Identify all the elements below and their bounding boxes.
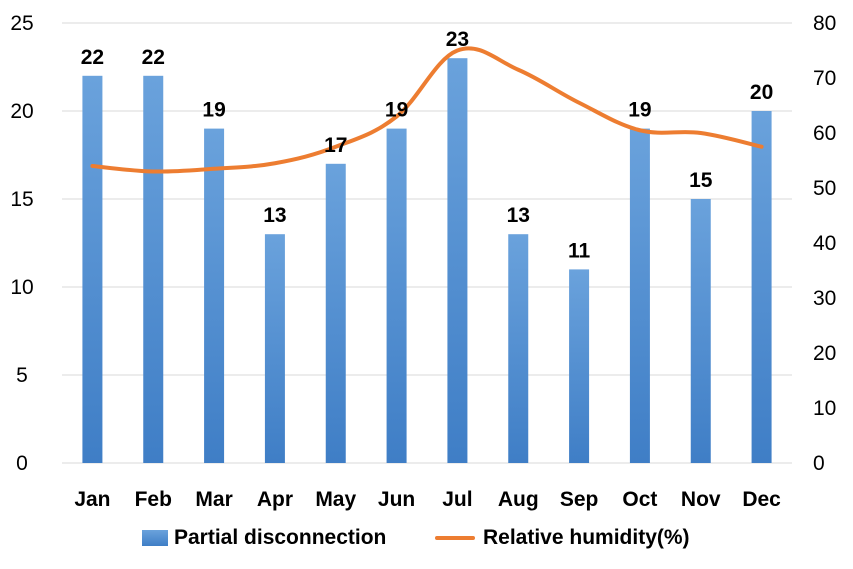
x-category-label: Nov	[681, 488, 721, 511]
bar-data-label: 19	[202, 99, 225, 122]
humidity-line	[90, 46, 764, 174]
legend-item-bar: Partial disconnection	[142, 526, 386, 550]
bar	[325, 163, 346, 464]
bar	[82, 75, 103, 464]
bar-data-label: 13	[507, 204, 530, 227]
legend-swatch-bar	[142, 530, 168, 546]
y-left-tick-label: 10	[10, 276, 33, 299]
y-right-tick-label: 80	[813, 12, 836, 35]
y-right-tick-label: 40	[813, 232, 836, 255]
bar-data-label: 20	[750, 81, 773, 104]
y-right-tick-label: 50	[813, 177, 836, 200]
y-right-tick-label: 70	[813, 67, 836, 90]
y-left-tick-label: 15	[10, 188, 33, 211]
y-left-tick-label: 0	[16, 452, 28, 475]
bar	[629, 128, 650, 463]
x-category-label: Jan	[74, 488, 110, 511]
y-left-tick-label: 5	[16, 364, 28, 387]
y-right-tick-label: 30	[813, 287, 836, 310]
data-labels: 22 22 19 13 17 19 23 13 11 19 15 20	[81, 28, 774, 262]
x-category-label: Sep	[560, 488, 599, 511]
bar-data-label: 17	[324, 134, 347, 157]
legend-item-line: Relative humidity(%)	[435, 526, 690, 550]
bar	[386, 128, 407, 463]
gridlines	[62, 22, 792, 464]
category-axis: Jan Feb Mar Apr May Jun Jul Aug Sep Oct Nov Dec	[74, 488, 781, 511]
y-right-tick-label: 10	[813, 397, 836, 420]
bar	[447, 58, 468, 463]
bar	[143, 75, 164, 464]
bar	[204, 128, 225, 463]
legend-label-bar: Partial disconnection	[174, 526, 387, 549]
legend-label-line: Relative humidity(%)	[483, 526, 690, 549]
bar-data-label: 11	[568, 239, 591, 262]
x-category-label: Apr	[257, 488, 293, 511]
x-category-label: Jun	[378, 488, 415, 511]
x-category-label: Oct	[622, 488, 657, 511]
combo-chart: 0 5 10 15 20 25 0 10 20 30 40 50 60 70 80 Jan Feb Mar Ap…	[10, 12, 836, 511]
left-axis-ticks: 0 5 10 15 20 25	[10, 12, 33, 475]
bar-data-label: 15	[689, 169, 713, 192]
legend: Partial disconnection Relative humidity(…	[0, 526, 853, 558]
legend-swatch-line	[435, 536, 475, 540]
y-right-tick-label: 20	[813, 342, 836, 365]
bar-data-label: 23	[446, 28, 469, 51]
x-category-label: Mar	[195, 488, 232, 511]
bar-data-label: 19	[628, 99, 651, 122]
bar-data-label: 22	[142, 46, 165, 69]
bar	[569, 269, 590, 463]
x-category-label: Feb	[135, 488, 172, 511]
bar	[690, 199, 711, 463]
bar-data-label: 19	[385, 99, 408, 122]
bar	[751, 111, 772, 463]
x-category-label: Dec	[742, 488, 781, 511]
y-left-tick-label: 25	[10, 12, 33, 35]
y-left-tick-label: 20	[10, 100, 33, 123]
right-axis-ticks: 0 10 20 30 40 50 60 70 80	[813, 12, 836, 475]
bar	[264, 234, 285, 463]
x-category-label: Jul	[442, 488, 472, 511]
bar	[508, 234, 529, 463]
bar-data-label: 13	[263, 204, 286, 227]
x-category-label: May	[315, 488, 356, 511]
bar-series	[82, 58, 772, 464]
bar-data-label: 22	[81, 46, 104, 69]
line-series	[90, 46, 764, 174]
y-right-tick-label: 0	[813, 452, 825, 475]
x-category-label: Aug	[498, 488, 539, 511]
y-right-tick-label: 60	[813, 122, 836, 145]
